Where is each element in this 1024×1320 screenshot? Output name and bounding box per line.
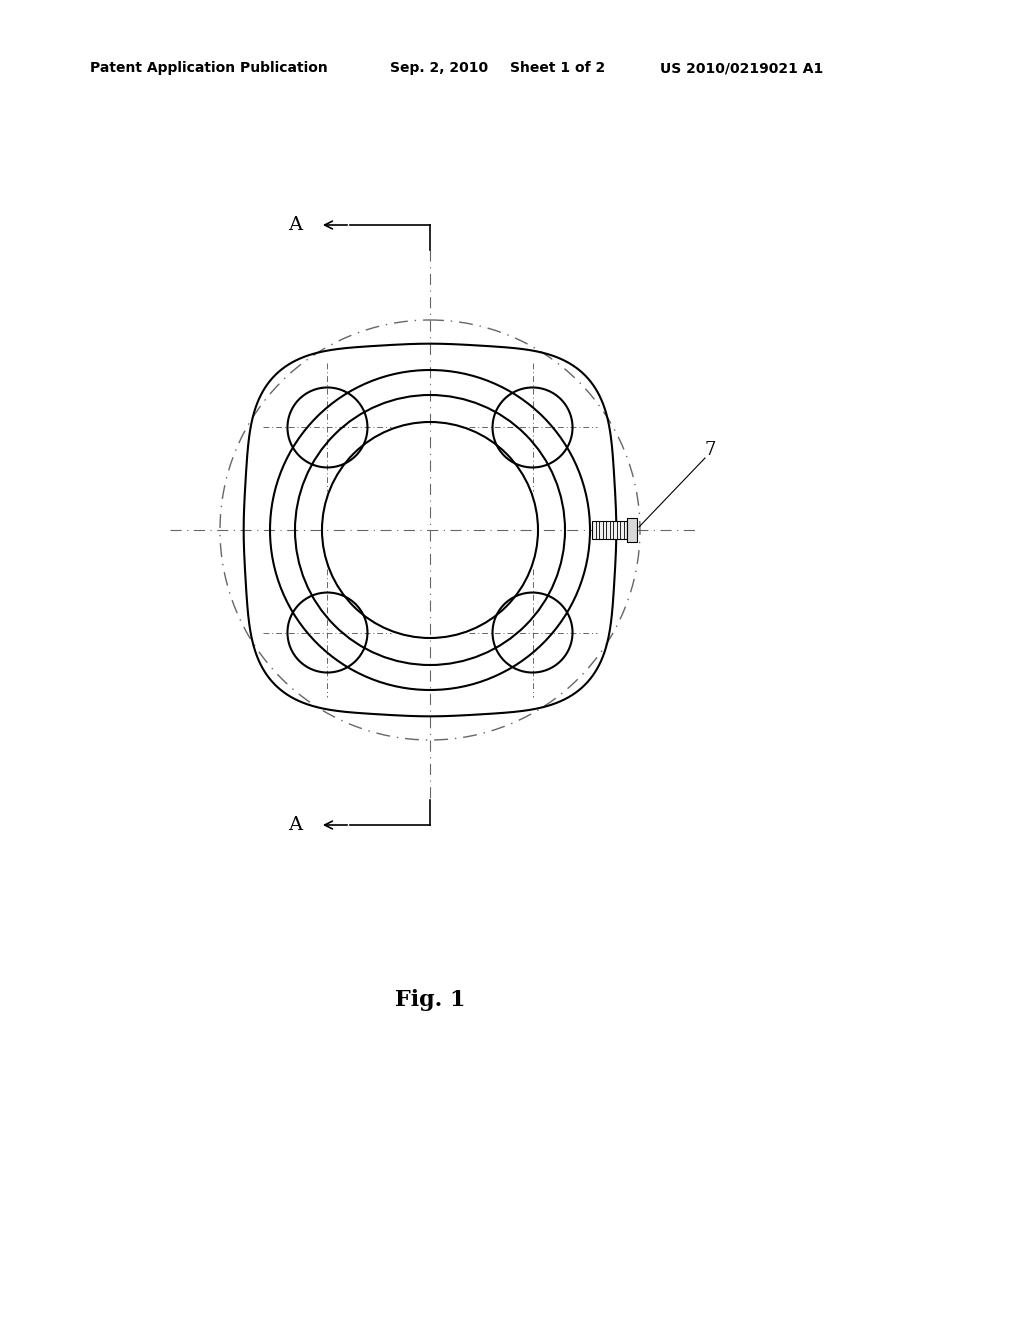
Text: Sep. 2, 2010: Sep. 2, 2010 <box>390 61 488 75</box>
Text: Fig. 1: Fig. 1 <box>394 989 465 1011</box>
Text: A: A <box>288 216 302 234</box>
Text: US 2010/0219021 A1: US 2010/0219021 A1 <box>660 61 823 75</box>
Text: Patent Application Publication: Patent Application Publication <box>90 61 328 75</box>
Bar <box>592 521 627 539</box>
Text: 7: 7 <box>705 441 716 459</box>
Bar <box>627 517 637 543</box>
Text: Sheet 1 of 2: Sheet 1 of 2 <box>510 61 605 75</box>
Text: A: A <box>288 816 302 834</box>
